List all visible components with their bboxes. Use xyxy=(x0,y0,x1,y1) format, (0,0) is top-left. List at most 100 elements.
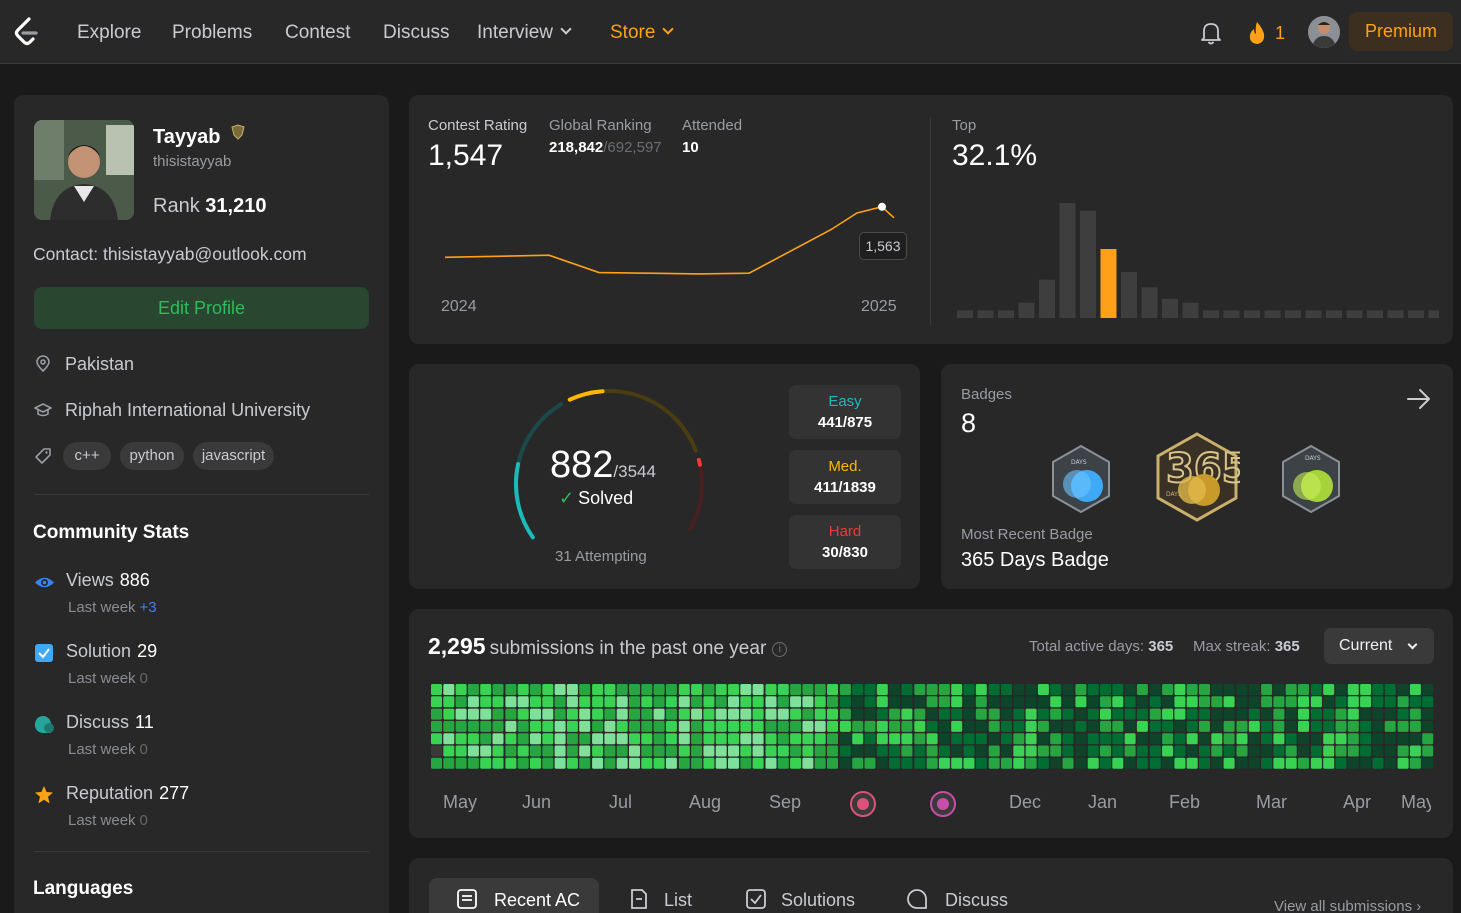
heatmap-cell[interactable] xyxy=(566,696,578,708)
heatmap-cell[interactable] xyxy=(554,708,566,720)
heatmap-cell[interactable] xyxy=(566,708,578,720)
heatmap-cell[interactable] xyxy=(715,708,727,720)
heatmap-cell[interactable] xyxy=(951,720,963,732)
heatmap-cell[interactable] xyxy=(1174,757,1186,769)
heatmap-cell[interactable] xyxy=(790,745,802,757)
heatmap-cell[interactable] xyxy=(554,684,566,695)
heatmap-cell[interactable] xyxy=(1298,696,1309,708)
heatmap-cell[interactable] xyxy=(1211,708,1223,720)
heatmap-cell[interactable] xyxy=(1062,733,1074,745)
heatmap-cell[interactable] xyxy=(827,745,838,757)
heatmap-cell[interactable] xyxy=(765,696,777,708)
days-badge-green-icon[interactable]: DAYS xyxy=(1279,444,1343,514)
heatmap-cell[interactable] xyxy=(554,745,566,757)
heatmap-cell[interactable] xyxy=(1285,720,1297,732)
heatmap-cell[interactable] xyxy=(814,684,826,695)
heatmap-cell[interactable] xyxy=(1037,684,1049,695)
heatmap-cell[interactable] xyxy=(790,684,802,695)
heatmap-cell[interactable] xyxy=(691,720,703,732)
heatmap-cell[interactable] xyxy=(1100,733,1111,745)
heatmap-cell[interactable] xyxy=(938,696,950,708)
heatmap-cell[interactable] xyxy=(963,720,975,732)
heatmap-cell[interactable] xyxy=(1199,684,1210,695)
heatmap-cell[interactable] xyxy=(678,708,690,720)
heatmap-cell[interactable] xyxy=(752,684,764,695)
heatmap-cell[interactable] xyxy=(901,720,913,732)
heatmap-cell[interactable] xyxy=(926,708,938,720)
heatmap-cell[interactable] xyxy=(839,696,851,708)
heatmap-cell[interactable] xyxy=(1001,757,1012,769)
heatmap-cell[interactable] xyxy=(1223,757,1235,769)
heatmap-cell[interactable] xyxy=(814,720,826,732)
heatmap-cell[interactable] xyxy=(839,720,851,732)
heatmap-cell[interactable] xyxy=(790,720,802,732)
heatmap-cell[interactable] xyxy=(839,684,851,695)
heatmap-cell[interactable] xyxy=(889,684,901,695)
heatmap-cell[interactable] xyxy=(653,684,665,695)
heatmap-cell[interactable] xyxy=(1310,720,1322,732)
heatmap-cell[interactable] xyxy=(1236,720,1248,732)
heatmap-cell[interactable] xyxy=(1050,696,1062,708)
heatmap-cell[interactable] xyxy=(1310,708,1322,720)
heatmap-cell[interactable] xyxy=(963,684,975,695)
heatmap-cell[interactable] xyxy=(517,733,529,745)
heatmap-cell[interactable] xyxy=(1422,708,1434,720)
heatmap-cell[interactable] xyxy=(592,684,604,695)
heatmap-cell[interactable] xyxy=(1422,720,1434,732)
heatmap-cell[interactable] xyxy=(715,696,727,708)
heatmap-cell[interactable] xyxy=(1013,708,1025,720)
heatmap-cell[interactable] xyxy=(1149,733,1161,745)
heatmap-cell[interactable] xyxy=(740,708,752,720)
heatmap-cell[interactable] xyxy=(505,708,517,720)
heatmap-cell[interactable] xyxy=(1100,708,1111,720)
heatmap-cell[interactable] xyxy=(1347,708,1359,720)
heatmap-cell[interactable] xyxy=(1025,684,1037,695)
heatmap-cell[interactable] xyxy=(1025,708,1037,720)
heatmap-cell[interactable] xyxy=(1013,684,1025,695)
heatmap-cell[interactable] xyxy=(790,757,802,769)
heatmap-cell[interactable] xyxy=(926,733,938,745)
heatmap-cell[interactable] xyxy=(765,708,777,720)
heatmap-cell[interactable] xyxy=(1087,696,1099,708)
heatmap-cell[interactable] xyxy=(852,733,864,745)
heatmap-cell[interactable] xyxy=(876,745,888,757)
heatmap-cell[interactable] xyxy=(728,745,739,757)
heatmap-cell[interactable] xyxy=(852,684,864,695)
heatmap-cell[interactable] xyxy=(691,733,703,745)
heatmap-cell[interactable] xyxy=(517,684,529,695)
heatmap-cell[interactable] xyxy=(1273,720,1285,732)
heatmap-cell[interactable] xyxy=(1112,745,1124,757)
heatmap-cell[interactable] xyxy=(1124,696,1136,708)
heatmap-cell[interactable] xyxy=(802,696,814,708)
heatmap-cell[interactable] xyxy=(975,745,987,757)
heatmap-cell[interactable] xyxy=(901,684,913,695)
heatmap-cell[interactable] xyxy=(455,684,467,695)
heatmap-cell[interactable] xyxy=(1298,708,1309,720)
heatmap-cell[interactable] xyxy=(1223,708,1235,720)
heatmap-cell[interactable] xyxy=(1384,708,1396,720)
heatmap-cell[interactable] xyxy=(777,720,789,732)
heatmap-cell[interactable] xyxy=(678,684,690,695)
heatmap-cell[interactable] xyxy=(566,720,578,732)
heatmap-cell[interactable] xyxy=(827,733,838,745)
heatmap-cell[interactable] xyxy=(1347,733,1359,745)
heatmap-cell[interactable] xyxy=(1323,757,1335,769)
heatmap-cell[interactable] xyxy=(1335,696,1347,708)
heatmap-cell[interactable] xyxy=(604,720,616,732)
heatmap-cell[interactable] xyxy=(691,696,703,708)
heatmap-cell[interactable] xyxy=(1149,696,1161,708)
heatmap-cell[interactable] xyxy=(1298,745,1309,757)
heatmap-cell[interactable] xyxy=(1323,733,1335,745)
heatmap-cell[interactable] xyxy=(1397,696,1409,708)
heatmap-cell[interactable] xyxy=(1001,684,1012,695)
heatmap-cell[interactable] xyxy=(629,720,640,732)
heatmap-cell[interactable] xyxy=(604,696,616,708)
heatmap-cell[interactable] xyxy=(604,684,616,695)
tab-discuss[interactable]: Discuss xyxy=(906,878,1026,913)
heatmap-cell[interactable] xyxy=(641,684,653,695)
heatmap-cell[interactable] xyxy=(715,684,727,695)
heatmap-cell[interactable] xyxy=(592,733,604,745)
heatmap-cell[interactable] xyxy=(665,696,677,708)
heatmap-cell[interactable] xyxy=(889,720,901,732)
heatmap-cell[interactable] xyxy=(752,745,764,757)
